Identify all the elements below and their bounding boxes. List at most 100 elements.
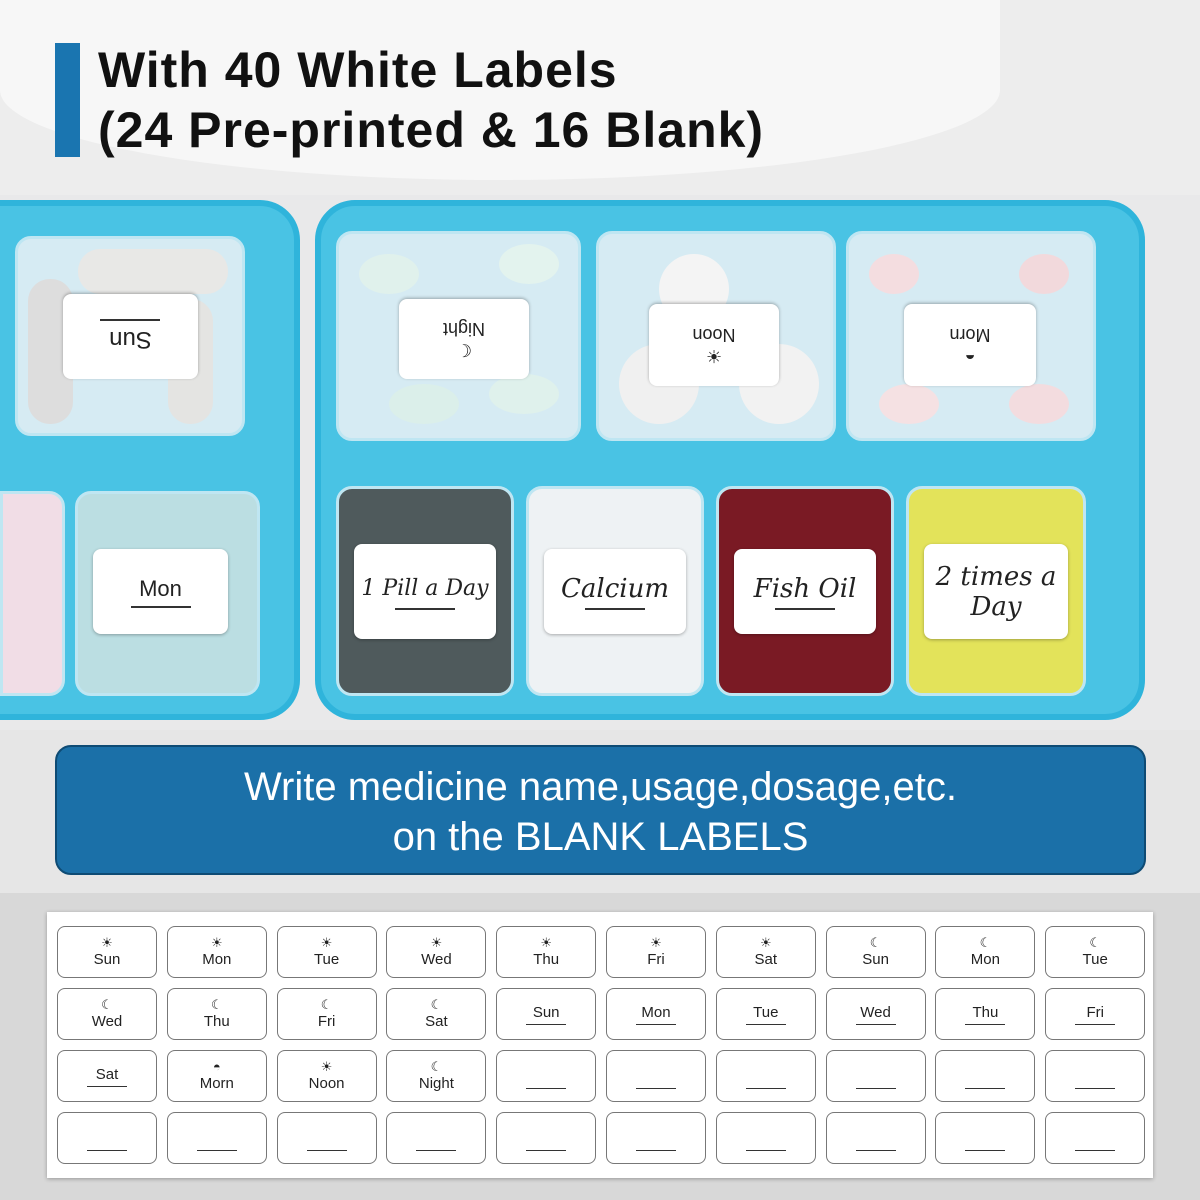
sun-icon: ☀	[540, 935, 553, 950]
sticker-text: Tue	[313, 951, 340, 968]
pillbox-photo: Sun Mon ☾ Night ☀ Noon ◓ Morn 1 Pill a Day …	[0, 195, 1200, 730]
sticker-label	[606, 1112, 706, 1164]
sun-icon: ☀	[705, 346, 723, 366]
background-swoosh	[0, 0, 1000, 180]
write-line	[130, 605, 191, 608]
pill	[1019, 254, 1069, 294]
write-line	[87, 1149, 127, 1151]
sticker-label: Tue	[715, 988, 816, 1040]
compartment-calcium: Calcium	[526, 486, 704, 696]
sticker-label	[57, 1112, 157, 1164]
sticker-label	[715, 1050, 816, 1102]
write-line	[1075, 1023, 1116, 1025]
sticker-label: ☾ Fri	[276, 988, 377, 1040]
write-line	[636, 1023, 676, 1025]
label-text: Fish Oil	[753, 573, 857, 604]
pill	[489, 374, 559, 414]
label-calcium: Calcium	[544, 549, 686, 634]
write-line	[526, 1087, 567, 1089]
write-line	[526, 1149, 567, 1151]
sticker-label: Wed	[825, 988, 926, 1040]
moon-icon: ☾	[320, 997, 333, 1012]
write-line	[855, 1149, 896, 1151]
pill	[389, 384, 459, 424]
label-text: Calcium	[561, 573, 669, 604]
label-mon: Mon	[93, 549, 228, 634]
sticker-label	[1045, 1050, 1146, 1102]
write-line	[855, 1087, 896, 1089]
sticker-text: Thu	[533, 951, 560, 968]
sticker-text: Tue	[753, 1003, 779, 1021]
sticker-label	[386, 1112, 487, 1164]
pill	[359, 254, 419, 294]
sun-icon: ☀	[101, 935, 113, 950]
sticker-text: Sun	[532, 1003, 560, 1021]
label-1-pill: 1 Pill a Day	[354, 544, 496, 639]
sticker-label: ☾ Night	[386, 1050, 487, 1102]
label-text: Sun	[109, 326, 152, 354]
sticker-label	[935, 1112, 1036, 1164]
sticker-text: Sun	[93, 951, 121, 968]
sticker-label	[276, 1112, 377, 1164]
write-line	[775, 607, 835, 610]
write-line	[636, 1087, 676, 1089]
write-line	[965, 1149, 1006, 1151]
write-line	[1075, 1149, 1116, 1151]
sticker-label: ☾ Wed	[57, 988, 157, 1040]
sticker-text: Thu	[972, 1003, 999, 1021]
sunrise-icon: ◓	[964, 346, 976, 366]
sticker-text: Sat	[754, 951, 778, 968]
sticker-label: ☾ Thu	[166, 988, 267, 1040]
label-sheet: ☀ Sun ☀ Mon ☀ Tue ☀ Wed ☀ Thu ☀ Fri ☀ Sat ☾ Sun ☾ Mon ☾ Tue…	[47, 912, 1153, 1178]
write-line	[1075, 1087, 1116, 1089]
compartment-mon: Mon	[75, 491, 260, 696]
headline-line1: With 40 White Labels	[98, 42, 618, 98]
right-case: ☾ Night ☀ Noon ◓ Morn 1 Pill a Day Calcium …	[315, 200, 1145, 720]
sticker-text: Fri	[647, 951, 665, 968]
label-text: Night	[442, 319, 486, 339]
write-line	[965, 1087, 1006, 1089]
write-line	[855, 1023, 896, 1025]
moon-icon: ☾	[979, 935, 992, 950]
sticker-label: Sun	[496, 988, 597, 1040]
label-text: 1 Pill a Day	[361, 575, 489, 601]
label-text: 2 times a Day	[935, 561, 1057, 622]
sticker-label: ☾ Sat	[386, 988, 487, 1040]
moon-icon: ☾	[455, 340, 473, 360]
sticker-label: Mon	[606, 988, 706, 1040]
sticker-label: ◓ Morn	[166, 1050, 267, 1102]
moon-icon: ☾	[430, 1059, 443, 1074]
left-case: Sun Mon	[0, 200, 300, 720]
sticker-text: Night	[418, 1075, 454, 1092]
sticker-text: Wed	[91, 1013, 123, 1030]
sticker-text: Sat	[95, 1065, 119, 1083]
write-line	[196, 1149, 237, 1151]
compartment-2-times: 2 times a Day	[906, 486, 1086, 696]
sticker-label: Sat	[57, 1050, 157, 1102]
label-2-times: 2 times a Day	[924, 544, 1068, 639]
label-text: Noon	[692, 325, 736, 345]
header-background	[0, 0, 1200, 200]
pill	[499, 244, 559, 284]
sun-icon: ☀	[650, 935, 662, 950]
sticker-text: Mon	[202, 951, 232, 968]
sticker-text: Thu	[203, 1013, 230, 1030]
write-line	[745, 1149, 786, 1151]
sticker-label: ☀ Sat	[715, 926, 816, 978]
sticker-label: ☀ Sun	[57, 926, 157, 978]
moon-icon: ☾	[430, 997, 443, 1012]
label-morn: ◓ Morn	[904, 304, 1036, 386]
sticker-label	[166, 1112, 267, 1164]
sticker-text: Morn	[199, 1075, 234, 1092]
sticker-label: Thu	[935, 988, 1036, 1040]
compartment-sun: Sun	[15, 236, 245, 436]
label-text: Morn	[949, 325, 991, 345]
sticker-text: Mon	[641, 1003, 671, 1021]
moon-icon: ☾	[210, 997, 223, 1012]
banner-line2: on the BLANK LABELS	[392, 815, 809, 859]
sun-icon: ☀	[759, 935, 772, 950]
headline: With 40 White Labels (24 Pre-printed & 1…	[98, 40, 1098, 160]
write-line	[100, 319, 161, 322]
sticker-label	[715, 1112, 816, 1164]
sticker-text: Fri	[317, 1013, 336, 1030]
